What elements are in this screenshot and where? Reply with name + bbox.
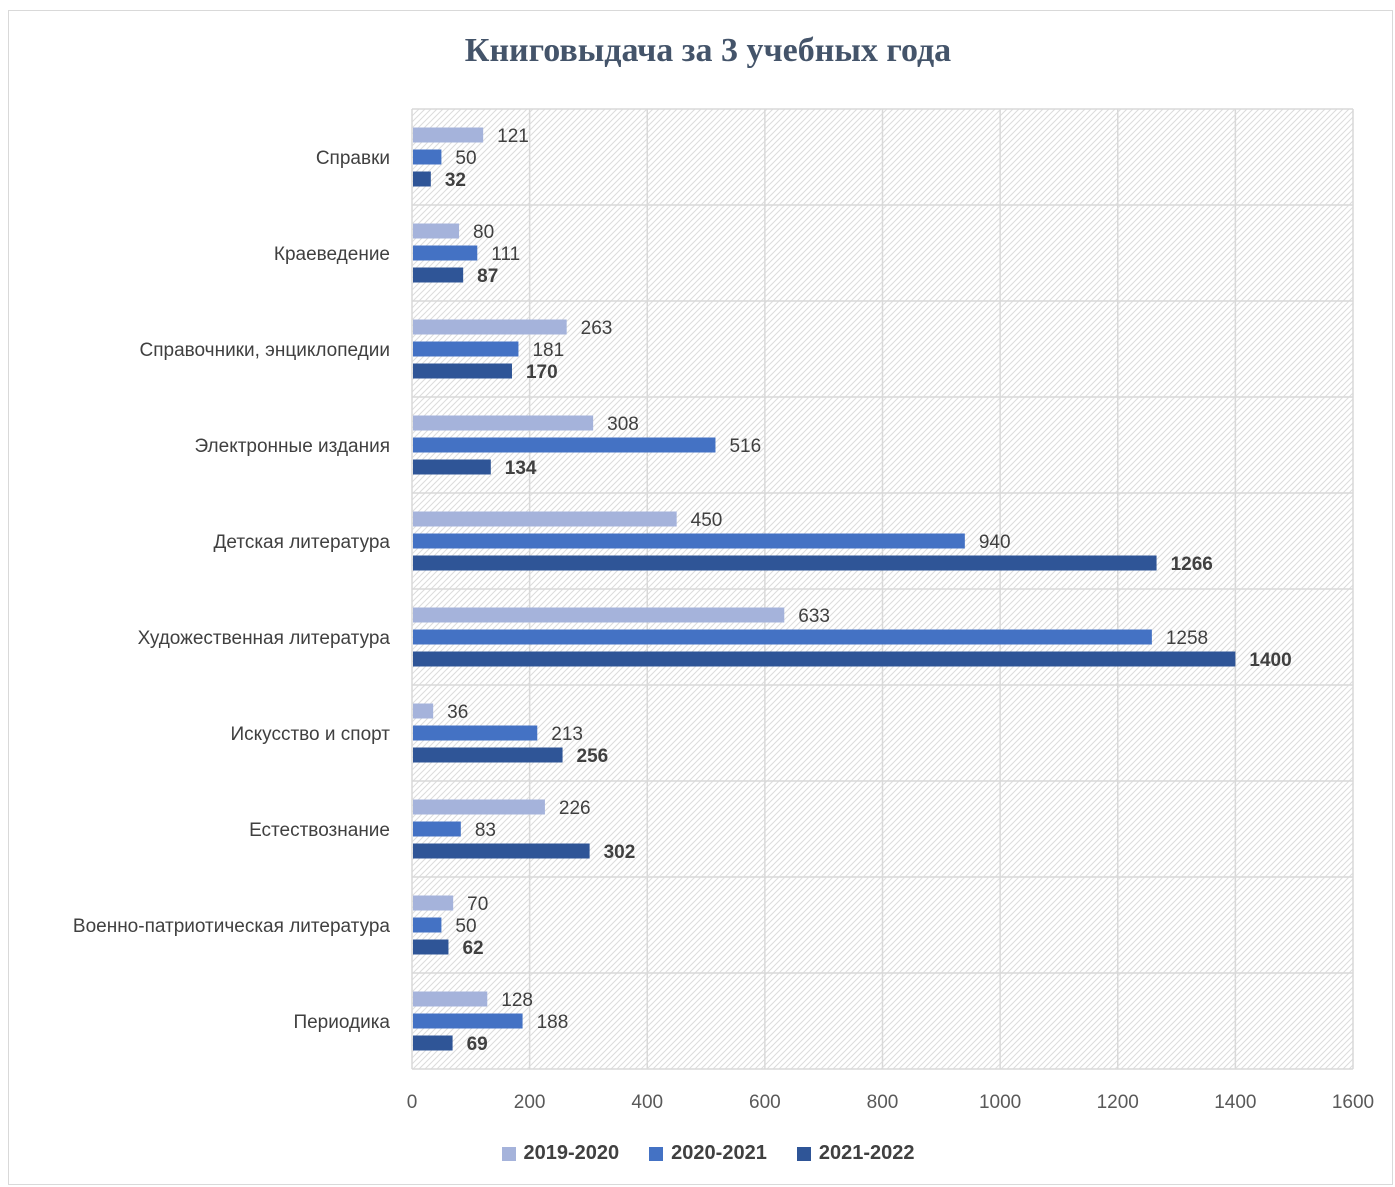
data-label: 62	[462, 938, 483, 959]
bar-2021-2022	[413, 939, 449, 955]
x-tick-label: 0	[407, 1092, 418, 1113]
bar-2020-2021	[413, 1013, 523, 1029]
data-label: 308	[607, 414, 639, 435]
x-tick-label: 400	[631, 1092, 663, 1113]
data-label: 87	[477, 266, 498, 287]
bar-2019-2020	[413, 127, 484, 143]
data-label: 36	[447, 702, 468, 723]
legend-item: 2019-2020	[501, 1142, 620, 1165]
data-label: 256	[577, 746, 609, 767]
x-tick-label: 800	[867, 1092, 899, 1113]
data-label: 83	[475, 820, 496, 841]
x-tick-label: 1000	[979, 1092, 1021, 1113]
data-label: 181	[532, 340, 564, 361]
bar-2020-2021	[413, 917, 442, 933]
bar-2020-2021	[413, 629, 1152, 645]
bar-2019-2020	[413, 703, 434, 719]
legend-label: 2019-2020	[523, 1142, 620, 1164]
bar-2021-2022	[413, 555, 1157, 571]
bar-2019-2020	[413, 223, 460, 239]
chart-title: Книговыдача за 3 учебных года	[464, 32, 952, 69]
legend-swatch	[501, 1146, 516, 1161]
bar-2021-2022	[413, 651, 1236, 667]
data-label: 111	[491, 244, 520, 265]
data-label: 302	[604, 842, 636, 863]
legend-label: 2020-2021	[671, 1142, 767, 1164]
x-tick-label: 1600	[1332, 1092, 1374, 1113]
x-tick-label: 600	[749, 1092, 781, 1113]
data-label: 134	[505, 458, 537, 479]
bar-2020-2021	[413, 341, 519, 357]
category-label: Электронные издания	[195, 436, 390, 457]
data-label: 940	[979, 532, 1011, 553]
category-label: Детская литература	[214, 532, 391, 553]
bar-2021-2022	[413, 171, 431, 187]
data-label: 1266	[1171, 554, 1213, 575]
data-label: 633	[798, 606, 830, 627]
bar-2021-2022	[413, 267, 464, 283]
category-label: Краеведение	[274, 244, 390, 265]
legend-item: 2021-2022	[796, 1142, 915, 1165]
category-label: Военно-патриотическая литература	[73, 916, 391, 937]
category-label: Справочники, энциклопедии	[140, 340, 391, 361]
bar-2021-2022	[413, 459, 491, 475]
data-label: 69	[467, 1034, 488, 1055]
data-label: 32	[445, 170, 466, 191]
data-label: 516	[729, 436, 761, 457]
bar-2019-2020	[413, 415, 594, 431]
data-label: 1400	[1249, 650, 1291, 671]
data-label: 263	[581, 318, 613, 339]
category-label: Естествознание	[249, 820, 390, 841]
category-label: Справки	[316, 148, 390, 169]
bar-2019-2020	[413, 511, 677, 527]
bar-2019-2020	[413, 991, 488, 1007]
x-tick-label: 1400	[1214, 1092, 1256, 1113]
bar-2020-2021	[413, 437, 716, 453]
legend-label: 2021-2022	[818, 1142, 915, 1164]
data-label: 80	[473, 222, 494, 243]
bar-2019-2020	[413, 799, 545, 815]
data-label: 50	[455, 916, 476, 937]
category-label: Периодика	[293, 1012, 390, 1033]
bar-2020-2021	[413, 245, 478, 261]
bar-2019-2020	[413, 607, 785, 623]
data-label: 50	[455, 148, 476, 169]
legend-swatch	[796, 1146, 811, 1161]
data-label: 1258	[1166, 628, 1208, 649]
bar-2020-2021	[413, 821, 461, 837]
category-label: Художественная литература	[138, 628, 391, 649]
bar-2021-2022	[413, 1035, 453, 1051]
data-label: 128	[501, 990, 533, 1011]
data-label: 170	[526, 362, 558, 383]
data-label: 188	[537, 1012, 569, 1033]
data-label: 226	[559, 798, 591, 819]
x-tick-label: 1200	[1097, 1092, 1139, 1113]
bar-2019-2020	[413, 895, 454, 911]
x-tick-label: 200	[514, 1092, 546, 1113]
bar-2021-2022	[413, 747, 563, 763]
bar-2019-2020	[413, 319, 567, 335]
bar-2021-2022	[413, 363, 512, 379]
data-label: 450	[691, 510, 723, 531]
data-label: 70	[467, 894, 488, 915]
bar-2020-2021	[413, 149, 442, 165]
category-label: Искусство и спорт	[231, 724, 391, 745]
legend-item: 2020-2021	[649, 1142, 767, 1165]
bar-2021-2022	[413, 843, 590, 859]
bar-2020-2021	[413, 533, 965, 549]
data-label: 121	[497, 126, 529, 147]
bar-2020-2021	[413, 725, 538, 741]
legend: 2019-2020 2020-2021 2021-2022	[0, 1142, 1395, 1165]
data-label: 213	[551, 724, 583, 745]
legend-swatch	[649, 1146, 664, 1161]
